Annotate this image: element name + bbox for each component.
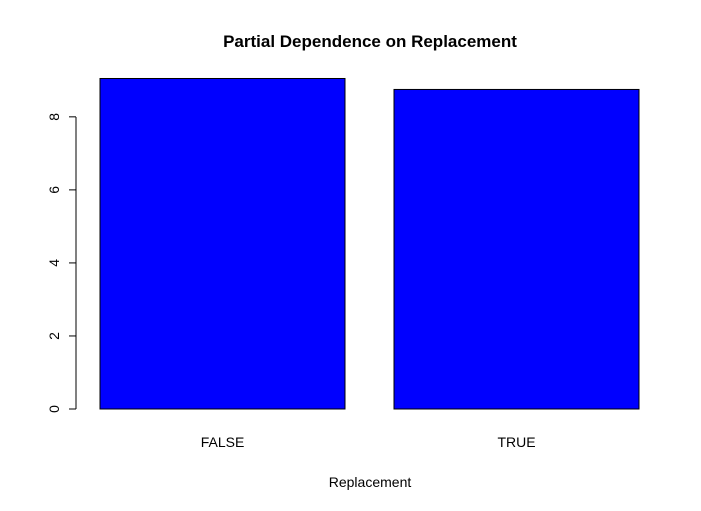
y-tick-label: 6 <box>46 186 62 194</box>
y-tick-label: 2 <box>46 332 62 340</box>
chart-title: Partial Dependence on Replacement <box>223 32 517 51</box>
x-tick-label-true: TRUE <box>497 434 535 450</box>
x-tick-label-false: FALSE <box>201 434 245 450</box>
y-tick-label: 4 <box>46 259 62 267</box>
y-axis-ticks: 0 2 4 6 8 <box>46 113 76 413</box>
x-axis-tick-labels: FALSE TRUE <box>201 434 536 450</box>
bar-true <box>393 88 640 410</box>
y-tick-label: 0 <box>46 405 62 413</box>
y-axis: 0 2 4 6 8 <box>46 113 77 413</box>
bar-false <box>99 77 346 410</box>
bars <box>99 77 640 410</box>
y-tick-label: 8 <box>46 113 62 121</box>
x-axis-label: Replacement <box>329 474 412 490</box>
